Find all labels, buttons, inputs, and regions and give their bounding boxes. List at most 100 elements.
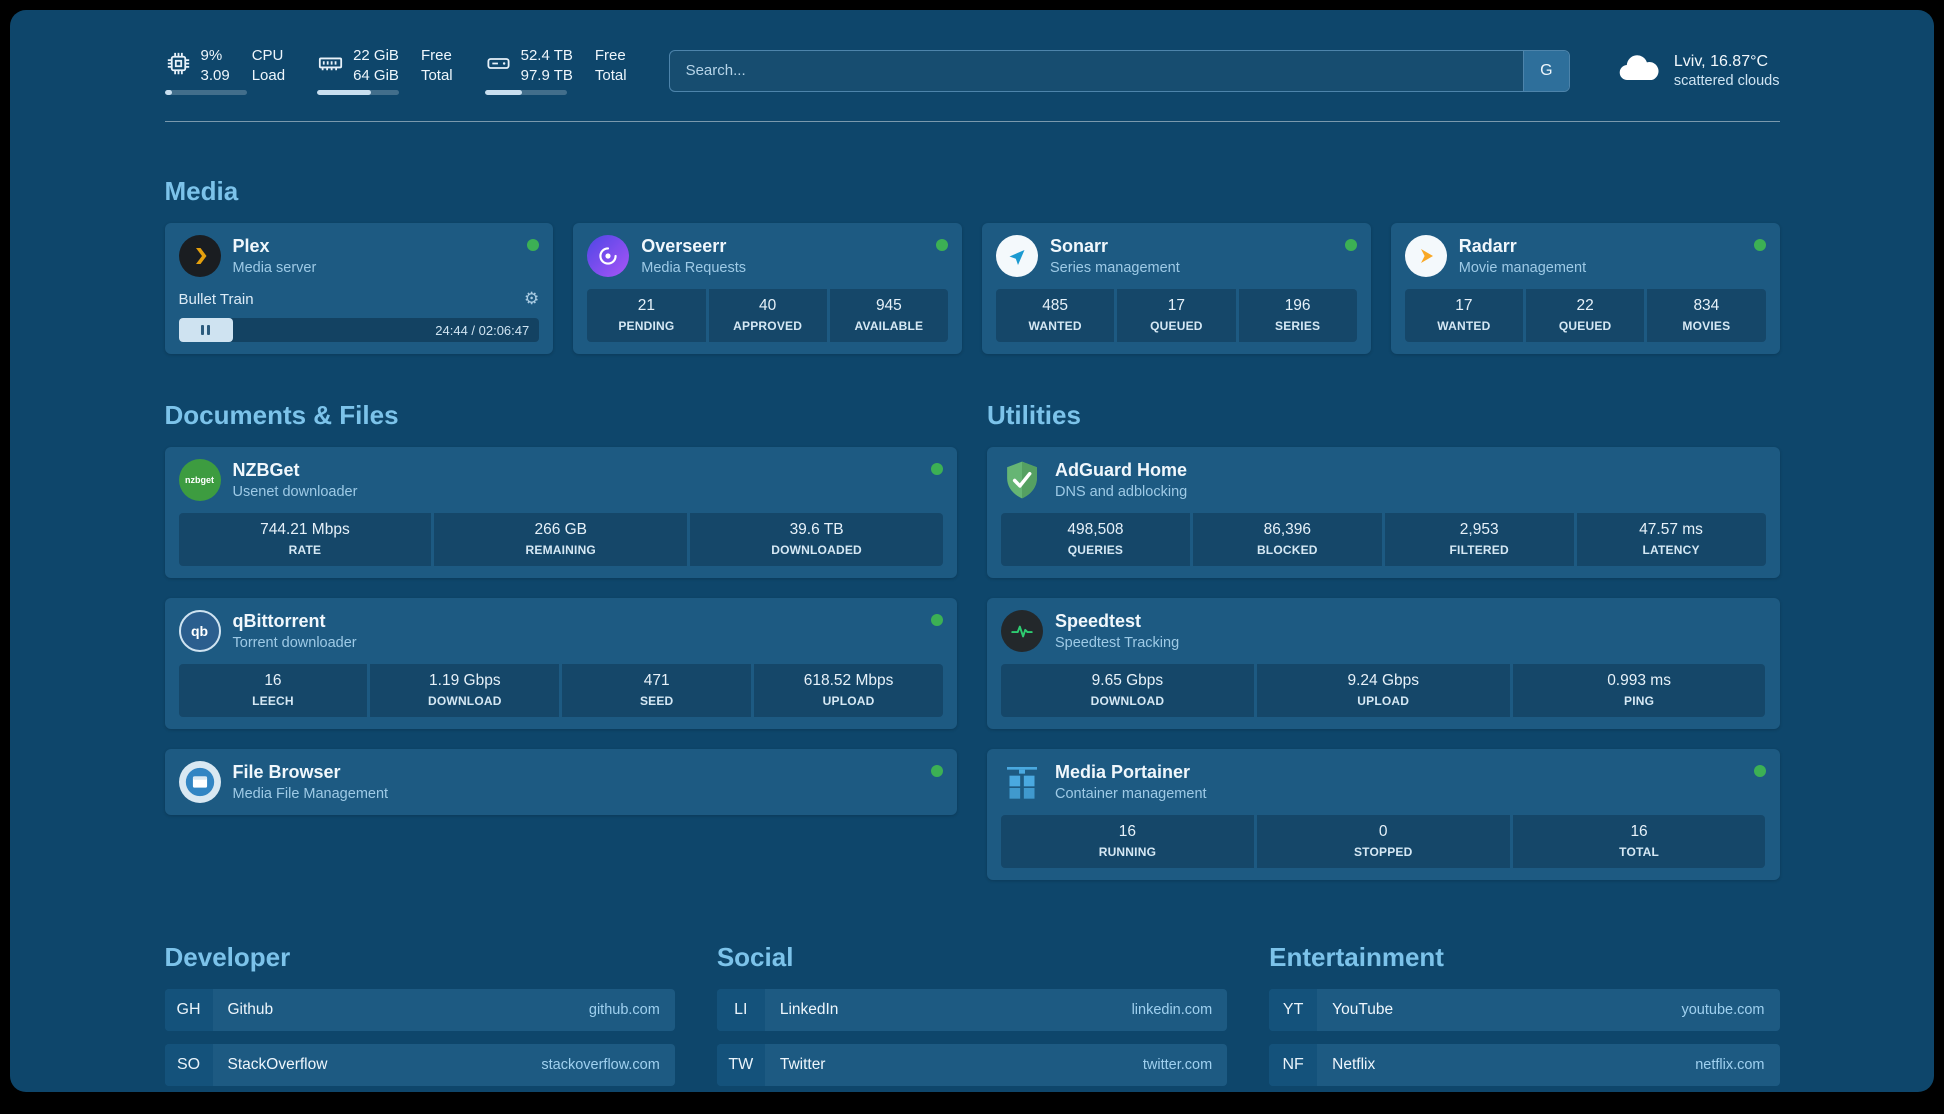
stat-label: QUEUED xyxy=(1150,319,1203,333)
qbittorrent-icon-text: qb xyxy=(190,623,209,639)
card-plex[interactable]: Plex Media server Bullet Train ⚙ xyxy=(164,223,554,354)
bookmark-abbrev: SO xyxy=(164,1044,213,1086)
app-title: Sonarr xyxy=(1050,236,1109,256)
stat-upload: 9.24 Gbps UPLOAD xyxy=(1256,664,1510,717)
app-subtitle: Series management xyxy=(1050,260,1180,276)
bookmark-name: YouTube xyxy=(1332,1001,1394,1018)
card-qbittorrent[interactable]: qb qBittorrent Torrent downloader 16 xyxy=(164,598,957,729)
card-overseerr[interactable]: Overseerr Media Requests 21 PENDING 40 A… xyxy=(573,223,962,354)
bookmark-group-developer: Developer GH Github github.com SO StackO… xyxy=(164,942,675,1092)
search-input[interactable] xyxy=(669,50,1523,91)
stat-value: 0 xyxy=(1378,823,1388,840)
bookmark-group-entertainment: Entertainment YT YouTube youtube.com NF … xyxy=(1269,942,1780,1092)
stat-wanted: 485 WANTED xyxy=(996,289,1115,342)
app-title: Media Portainer xyxy=(1055,762,1191,782)
weather-condition: scattered clouds xyxy=(1673,72,1780,89)
card-portainer[interactable]: Media Portainer Container management 16 … xyxy=(987,749,1780,880)
stat-value: 0.993 ms xyxy=(1607,672,1671,689)
bookmark-twitter[interactable]: TW Twitter twitter.com xyxy=(716,1044,1228,1086)
stat-value: 22 xyxy=(1576,297,1594,314)
sonarr-icon xyxy=(996,235,1038,277)
app-subtitle: Torrent downloader xyxy=(232,635,357,651)
card-nzbget[interactable]: nzbget NZBGet Usenet downloader 744.21 M… xyxy=(164,447,957,578)
stat-approved: 40 APPROVED xyxy=(708,289,827,342)
section-heading-media: Media xyxy=(164,176,239,206)
topbar-divider xyxy=(164,121,1780,122)
bookmark-github[interactable]: GH Github github.com xyxy=(164,989,675,1031)
stat-label: BLOCKED xyxy=(1256,543,1318,557)
memory-label-2: Total xyxy=(420,66,453,84)
bookmark-netflix[interactable]: NF Netflix netflix.com xyxy=(1269,1044,1780,1086)
stat-label: UPLOAD xyxy=(822,694,875,708)
stat-value: 21 xyxy=(637,297,655,314)
memory-usage-fill xyxy=(317,90,372,95)
stat-value: 471 xyxy=(643,672,670,689)
portainer-icon xyxy=(1001,761,1043,803)
app-title: Plex xyxy=(232,236,270,256)
bookmark-abbrev: TW xyxy=(716,1044,765,1086)
search-engine-button[interactable]: G xyxy=(1522,50,1569,91)
cpu-usage-value: 9% xyxy=(200,47,223,64)
stat-download: 9.65 Gbps DOWNLOAD xyxy=(1001,664,1254,717)
stat-label: AVAILABLE xyxy=(854,319,924,333)
stat-value: 16 xyxy=(264,672,282,689)
stat-label: DOWNLOADED xyxy=(771,543,862,557)
app-subtitle: Usenet downloader xyxy=(232,484,358,500)
weather-location: Lviv, 16.87°C xyxy=(1673,52,1769,70)
status-online-dot xyxy=(931,463,943,475)
plex-icon xyxy=(178,235,221,277)
stat-value: 40 xyxy=(759,297,777,314)
stat-latency: 47.57 ms LATENCY xyxy=(1576,513,1766,566)
nzbget-icon: nzbget xyxy=(178,459,221,501)
memory-free-value: 22 GiB xyxy=(353,47,399,64)
bookmark-url: github.com xyxy=(588,1002,660,1018)
bookmark-name: Netflix xyxy=(1332,1056,1376,1073)
search-bar: G xyxy=(668,49,1570,92)
stat-value: 1.19 Gbps xyxy=(429,672,501,689)
status-online-dot xyxy=(527,239,540,251)
app-subtitle: Media File Management xyxy=(232,786,389,802)
bookmark-url: stackoverflow.com xyxy=(541,1057,660,1073)
card-filebrowser[interactable]: File Browser Media File Management xyxy=(164,749,957,815)
stat-label: DOWNLOAD xyxy=(428,694,502,708)
stat-remaining: 266 GB REMAINING xyxy=(434,513,688,566)
stat-label: REMAINING xyxy=(525,543,596,557)
card-radarr[interactable]: Radarr Movie management 17 WANTED 22 QUE… xyxy=(1390,223,1780,354)
cpu-label-2: Load xyxy=(251,66,286,84)
qbittorrent-icon: qb xyxy=(178,610,221,652)
bookmark-stackoverflow[interactable]: SO StackOverflow stackoverflow.com xyxy=(164,1044,675,1086)
playback-progress-bar[interactable]: 24:44 / 02:06:47 xyxy=(178,318,540,342)
adguard-shield-icon xyxy=(1001,459,1043,501)
status-online-dot xyxy=(931,765,943,777)
stat-leech: 16 LEECH xyxy=(178,664,368,717)
stat-ping: 0.993 ms PING xyxy=(1512,664,1766,717)
pause-button[interactable] xyxy=(178,318,233,342)
bookmark-linkedin[interactable]: LI LinkedIn linkedin.com xyxy=(716,989,1228,1031)
stat-value: 16 xyxy=(1118,823,1137,840)
stat-value: 17 xyxy=(1455,297,1473,314)
stat-value: 485 xyxy=(1042,297,1069,314)
section-heading-entertainment: Entertainment xyxy=(1269,942,1444,972)
memory-widget: 22 GiB 64 GiB Free Total xyxy=(317,46,453,95)
card-sonarr[interactable]: Sonarr Series management 485 WANTED 17 Q… xyxy=(982,223,1371,354)
cpu-icon xyxy=(165,50,192,82)
stat-running: 16 RUNNING xyxy=(1001,815,1254,868)
stat-wanted: 17 WANTED xyxy=(1404,289,1523,342)
stat-label: STOPPED xyxy=(1353,845,1413,859)
stat-value: 618.52 Mbps xyxy=(803,672,894,689)
stat-filtered: 2,953 FILTERED xyxy=(1384,513,1574,566)
card-speedtest[interactable]: Speedtest Speedtest Tracking 9.65 Gbps D… xyxy=(987,598,1780,729)
memory-label-1: Free xyxy=(420,47,452,64)
card-adguard[interactable]: AdGuard Home DNS and adblocking 498,508 … xyxy=(987,447,1780,578)
bookmark-group-social: Social LI LinkedIn linkedin.com TW Twitt… xyxy=(716,942,1228,1092)
app-title: AdGuard Home xyxy=(1055,460,1188,480)
bookmark-youtube[interactable]: YT YouTube youtube.com xyxy=(1269,989,1780,1031)
section-heading-developer: Developer xyxy=(164,942,291,972)
gear-icon[interactable]: ⚙ xyxy=(524,289,540,308)
stat-label: QUEUED xyxy=(1558,319,1612,333)
bookmark-url: twitter.com xyxy=(1142,1057,1213,1073)
stat-value: 945 xyxy=(875,297,902,314)
disk-widget: 52.4 TB 97.9 TB Free Total xyxy=(484,46,627,95)
stat-value: 39.6 TB xyxy=(789,521,844,538)
stat-value: 834 xyxy=(1693,297,1720,314)
